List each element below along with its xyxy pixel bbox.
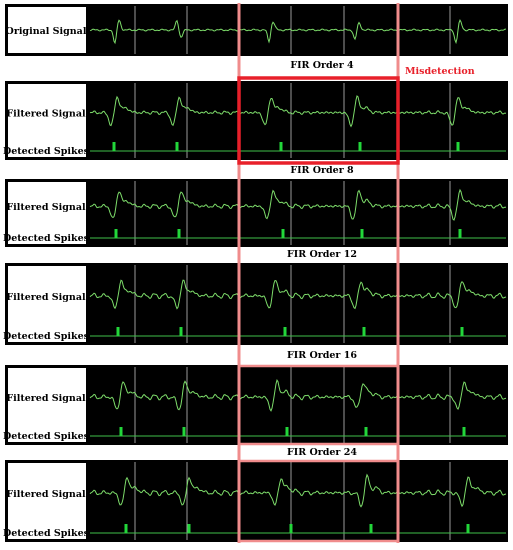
- spike-marker: [360, 229, 364, 238]
- panel-1: Original Signal: [5, 4, 508, 56]
- spike-marker: [119, 427, 123, 436]
- panel-title: FIR Order 4: [290, 60, 354, 71]
- panel-2: Filtered Signal Detected Spikes: [3, 81, 508, 160]
- spike-marker: [179, 327, 183, 336]
- spike-marker: [369, 524, 373, 533]
- spike-marker: [187, 524, 191, 533]
- label-box: [8, 463, 86, 539]
- spike-marker: [283, 327, 287, 336]
- spike-marker: [116, 327, 120, 336]
- panel-title: FIR Order 16: [287, 350, 357, 361]
- label-box: [8, 7, 86, 53]
- spike-marker: [177, 229, 181, 238]
- spike-marker: [456, 142, 460, 151]
- filtered-signal-trace: [89, 279, 507, 310]
- spike-marker: [364, 427, 368, 436]
- panel-title: FIR Order 24: [287, 447, 357, 458]
- spike-marker: [460, 327, 464, 336]
- panel-title: FIR Order 8: [290, 165, 354, 176]
- highlight-band-left: [237, 3, 241, 543]
- spike-marker: [124, 524, 128, 533]
- panel-3: Filtered Signal Detected Spikes: [3, 179, 508, 247]
- misdetection-label: Misdetection: [405, 66, 475, 77]
- panel-4: Filtered Signal Detected Spikes: [3, 263, 508, 345]
- row-label-filtered: Filtered Signal: [6, 202, 86, 213]
- row-label-spikes: Detected Spikes: [3, 233, 89, 244]
- row-label-filtered: Filtered Signal: [6, 292, 86, 303]
- highlight-band-right: [396, 3, 400, 543]
- spike-marker: [175, 142, 179, 151]
- filtered-signal-trace: [89, 473, 507, 508]
- row-label-spikes: Detected Spikes: [3, 331, 89, 342]
- row-label-spikes: Detected Spikes: [3, 146, 89, 157]
- label-box: [8, 368, 86, 442]
- spike-marker: [466, 524, 470, 533]
- filtered-signal-trace: [89, 379, 507, 412]
- spike-marker: [281, 229, 285, 238]
- label-box: [8, 84, 86, 157]
- panel-6: Filtered Signal Detected Spikes: [3, 460, 508, 542]
- spike-marker: [279, 142, 283, 151]
- spike-marker: [289, 524, 293, 533]
- spike-marker: [112, 142, 116, 151]
- panel-title: FIR Order 12: [287, 249, 357, 260]
- filtered-signal-trace: [89, 95, 507, 128]
- panel-frame: [5, 179, 508, 247]
- spike-marker: [358, 142, 362, 151]
- panel-frame: [5, 365, 508, 445]
- spike-marker: [462, 427, 466, 436]
- row-label-filtered: Filtered Signal: [6, 109, 86, 120]
- misdetection-box: [237, 76, 400, 165]
- spike-marker: [362, 327, 366, 336]
- row-label-spikes: Detected Spikes: [3, 528, 89, 539]
- spike-marker: [458, 229, 462, 238]
- highlight-region: [237, 364, 400, 446]
- highlight-region: [237, 459, 400, 543]
- original-signal-trace: [89, 18, 507, 45]
- row-label: Original Signal: [6, 26, 87, 37]
- spike-marker: [285, 427, 289, 436]
- filtered-signal-trace: [89, 188, 507, 221]
- panel-5: Filtered Signal Detected Spikes: [3, 365, 508, 445]
- row-label-filtered: Filtered Signal: [6, 393, 86, 404]
- panel-frame: [5, 81, 508, 160]
- row-label-spikes: Detected Spikes: [3, 431, 89, 442]
- spike-marker: [114, 229, 118, 238]
- panel-frame: [5, 263, 508, 345]
- label-box: [8, 266, 86, 342]
- label-box: [8, 182, 86, 244]
- panel-frame: [5, 460, 508, 542]
- row-label-filtered: Filtered Signal: [6, 489, 86, 500]
- spike-marker: [182, 427, 186, 436]
